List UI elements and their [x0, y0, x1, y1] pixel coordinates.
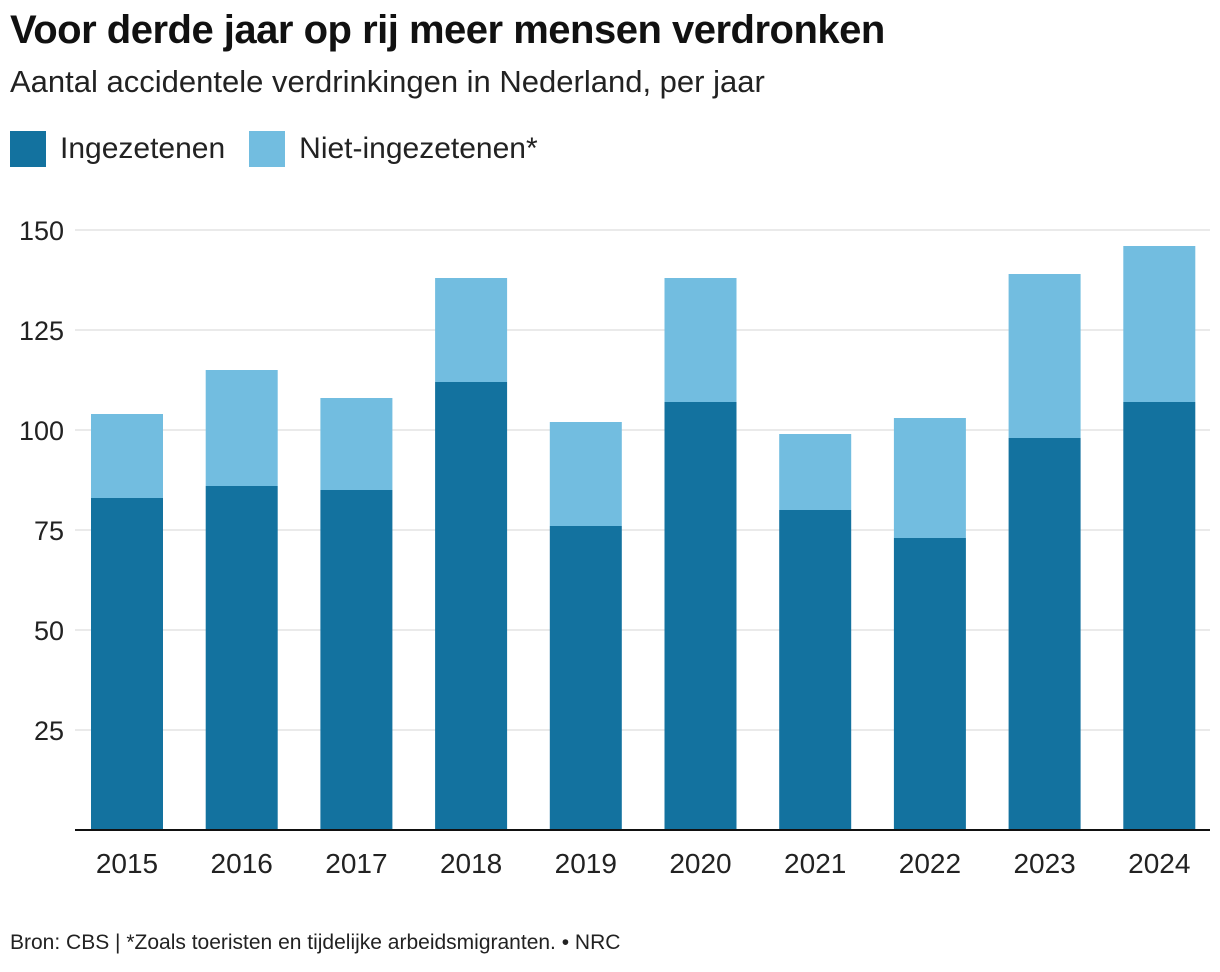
bar-2024-niet-ingezetenen — [1123, 246, 1196, 402]
bar-2023-niet-ingezetenen — [1008, 274, 1081, 438]
bar-2020-ingezetenen — [664, 402, 737, 830]
legend-swatch-ingezetenen — [10, 131, 46, 167]
bar-2019-niet-ingezetenen — [549, 422, 622, 526]
legend-item-niet-ingezetenen: Niet-ingezetenen* — [249, 131, 538, 167]
x-tick-label-2021: 2021 — [784, 848, 846, 879]
y-tick-label-125: 125 — [19, 316, 64, 346]
x-tick-label-2017: 2017 — [325, 848, 387, 879]
y-tick-label-75: 75 — [34, 516, 64, 546]
bar-2021-ingezetenen — [779, 510, 852, 830]
x-tick-label-2022: 2022 — [899, 848, 961, 879]
bar-2015-ingezetenen — [91, 498, 163, 830]
bar-2015-niet-ingezetenen — [91, 414, 163, 498]
bar-2018-niet-ingezetenen — [435, 278, 508, 382]
bar-2023-ingezetenen — [1008, 438, 1081, 830]
x-tick-label-2016: 2016 — [211, 848, 273, 879]
y-tick-label-50: 50 — [34, 616, 64, 646]
x-tick-label-2018: 2018 — [440, 848, 502, 879]
bar-2021-niet-ingezetenen — [779, 434, 852, 510]
x-tick-label-2015: 2015 — [96, 848, 158, 879]
bar-2024-ingezetenen — [1123, 402, 1196, 830]
y-tick-label-100: 100 — [19, 416, 64, 446]
bar-2017-niet-ingezetenen — [320, 398, 393, 490]
bar-2016-ingezetenen — [205, 486, 278, 830]
legend-label-ingezetenen: Ingezetenen — [60, 132, 226, 165]
x-tick-label-2024: 2024 — [1128, 848, 1190, 879]
chart-subtitle: Aantal accidentele verdrinkingen in Nede… — [10, 64, 765, 99]
legend-label-niet-ingezetenen: Niet-ingezetenen* — [299, 132, 538, 165]
chart-footer: Bron: CBS | *Zoals toeristen en tijdelij… — [10, 931, 621, 954]
bar-2019-ingezetenen — [549, 526, 622, 830]
chart-title: Voor derde jaar op rij meer mensen verdr… — [10, 8, 885, 52]
legend-item-ingezetenen: Ingezetenen — [10, 131, 225, 167]
y-tick-label-25: 25 — [34, 716, 64, 746]
bar-2022-ingezetenen — [893, 538, 966, 830]
bar-2018-ingezetenen — [435, 382, 508, 830]
legend-swatch-niet-ingezetenen — [249, 131, 286, 167]
bar-2016-niet-ingezetenen — [205, 370, 278, 486]
bar-2017-ingezetenen — [320, 490, 393, 830]
y-tick-label-150: 150 — [19, 216, 64, 246]
x-tick-label-2023: 2023 — [1013, 848, 1075, 879]
legend: Ingezetenen Niet-ingezetenen* — [10, 131, 562, 167]
bar-2020-niet-ingezetenen — [664, 278, 737, 402]
bar-2022-niet-ingezetenen — [893, 418, 966, 538]
x-tick-label-2019: 2019 — [555, 848, 617, 879]
x-tick-label-2020: 2020 — [669, 848, 731, 879]
